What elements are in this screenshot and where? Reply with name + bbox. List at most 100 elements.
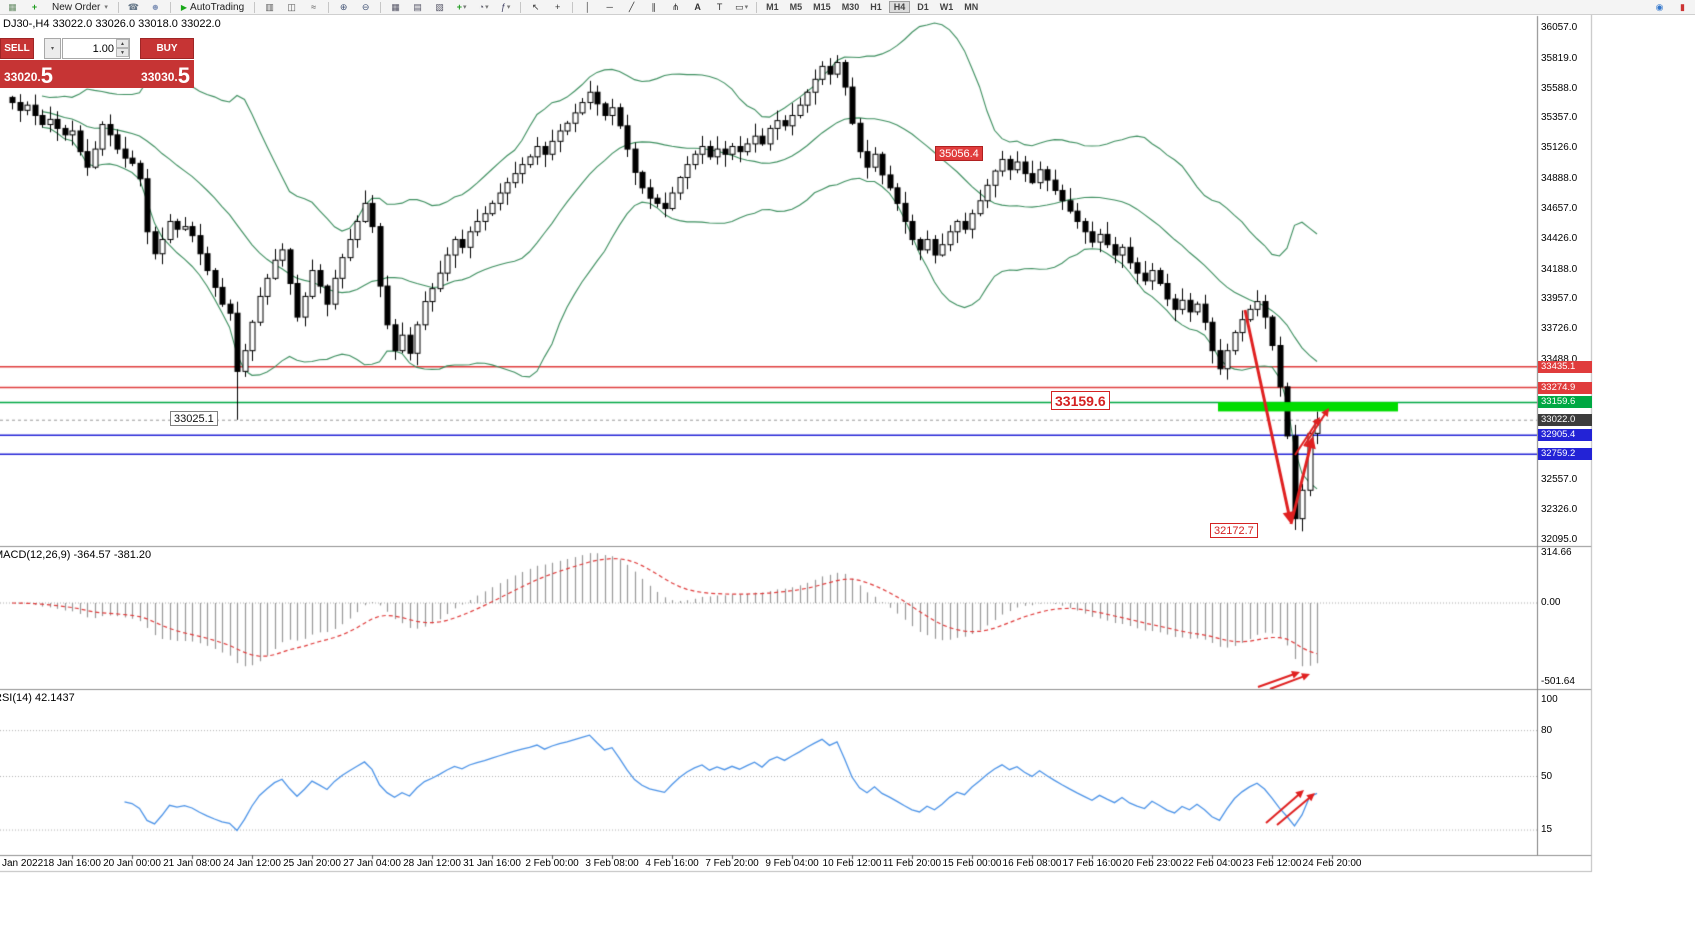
price-level-tag-blue: 32759.2 [1538, 448, 1592, 461]
price-axis-label: 35588.0 [1541, 82, 1578, 94]
toolbar-separator [380, 1, 382, 13]
time-axis-label: 24 Feb 20:00 [1302, 858, 1362, 869]
chevron-down-icon: ▾ [744, 3, 749, 11]
support-chat-icon[interactable]: ☎ [124, 1, 143, 14]
rsi-indicator-label: RSI(14) 42.1437 [0, 692, 75, 704]
autotrading-button[interactable]: ▶ AutoTrading [176, 1, 249, 14]
buy-button[interactable]: BUY [140, 38, 194, 59]
metaquotes-community-icon: ▮ [1680, 1, 1685, 12]
add-chart-icon[interactable]: + ▾ [452, 1, 471, 14]
timeframe-h4[interactable]: H4 [888, 1, 911, 13]
chevron-down-icon: ▾ [104, 4, 108, 11]
cascade-windows-icon[interactable]: ▤ [408, 1, 427, 14]
timeframe-m1[interactable]: M1 [766, 2, 779, 12]
price-annotation-label[interactable]: 35056.4 [935, 146, 983, 161]
bid-price-big-digit: 5 [40, 63, 53, 88]
toolbar-separator [572, 1, 574, 13]
period-profiles-icon[interactable]: ◔ ▾ [474, 1, 493, 14]
templates-icon: ƒ [500, 1, 506, 12]
crosshair-icon[interactable]: + [548, 1, 567, 14]
price-axis-label: 33726.0 [1541, 323, 1578, 335]
timeframe-mn[interactable]: MN [964, 2, 979, 12]
line-chart-icon[interactable]: ≈ [304, 1, 323, 14]
zoom-in-icon[interactable]: ⊕ [334, 1, 353, 14]
price-axis-label: 34426.0 [1541, 232, 1578, 244]
templates-icon[interactable]: ƒ ▾ [496, 1, 515, 14]
timeframe-d1[interactable]: D1 [917, 2, 929, 12]
equidistant-channel-icon[interactable]: ∥ [644, 1, 663, 14]
line-chart-icon: ≈ [311, 1, 317, 12]
time-axis-label: 31 Jan 16:00 [463, 858, 521, 869]
toolbar-separator [328, 1, 330, 13]
toolbar-separator [756, 1, 758, 13]
time-axis-label: 18 Jan 16:00 [43, 858, 101, 869]
crosshair-icon: + [555, 1, 561, 12]
tile-windows-icon[interactable]: ▦ [386, 1, 405, 14]
time-axis-label: 25 Jan 20:00 [283, 858, 341, 869]
horizontal-line-icon[interactable]: ─ [600, 1, 619, 14]
text-icon[interactable]: A [688, 1, 707, 14]
support-chat-icon: ☎ [127, 1, 139, 12]
time-axis-label: 3 Feb 08:00 [585, 858, 639, 869]
equidistant-channel-icon: ∥ [651, 1, 656, 12]
trendline-icon[interactable]: ╱ [622, 1, 641, 14]
search-icon: ◉ [1655, 1, 1664, 12]
ask-price: 33030. 5 [137, 60, 194, 88]
time-axis-label: 11 Feb 20:00 [882, 858, 942, 869]
price-annotation-label[interactable]: 33025.1 [170, 411, 218, 426]
new-order-button[interactable]: New Order ▾ [47, 1, 113, 14]
toolbar-separator [169, 1, 171, 13]
price-level-tag-blue: 32905.4 [1538, 429, 1592, 442]
timeframe-h1[interactable]: H1 [870, 2, 882, 12]
text-label-icon[interactable]: T [710, 1, 729, 14]
arrange-windows-icon: ▧ [435, 1, 444, 12]
fibonacci-icon[interactable]: ⋔ [666, 1, 685, 14]
profile-icon[interactable]: ☻ [146, 1, 165, 14]
chevron-down-icon: ▾ [506, 3, 511, 11]
candlestick-chart-icon[interactable]: ◫ [282, 1, 301, 14]
price-axis-label: 35819.0 [1541, 52, 1578, 64]
cursor-icon[interactable]: ↖ [526, 1, 545, 14]
bar-chart-icon[interactable]: ▥ [260, 1, 279, 14]
time-axis-label: Jan 2022 [2, 858, 44, 869]
chart-window-icon[interactable]: ▦ [3, 1, 22, 14]
fibonacci-icon: ⋔ [671, 1, 680, 12]
price-axis-label: 35357.0 [1541, 112, 1578, 124]
sell-button[interactable]: SELL [0, 38, 34, 59]
price-axis-label: 32326.0 [1541, 504, 1578, 516]
new-chart-icon[interactable]: + [25, 1, 44, 14]
arrows-shapes-icon[interactable]: ▭ ▾ [732, 1, 751, 14]
tile-windows-icon: ▦ [391, 1, 400, 12]
price-level-tag-red: 33435.1 [1538, 360, 1592, 373]
volume-input[interactable] [63, 39, 116, 58]
arrange-windows-icon[interactable]: ▧ [430, 1, 449, 14]
new-order-button-label: New Order [52, 1, 101, 13]
ask-price-big-digit: 5 [177, 63, 190, 88]
timeframe-m30[interactable]: M30 [841, 2, 860, 12]
autotrading-button-icon: ▶ [180, 2, 188, 12]
price-axis-label: 32095.0 [1541, 534, 1578, 545]
price-axis-label: 36057.0 [1541, 22, 1578, 33]
text-icon: A [694, 1, 701, 12]
vertical-line-icon[interactable]: │ [578, 1, 597, 14]
metaquotes-community-icon[interactable]: ▮ [1673, 1, 1692, 14]
volume-increase-button[interactable]: ▲ [116, 39, 129, 48]
toolbar-separator [117, 1, 119, 13]
price-annotation-label[interactable]: 32172.7 [1210, 523, 1258, 538]
search-icon[interactable]: ◉ [1650, 1, 1669, 14]
timeframe-w1[interactable]: W1 [939, 2, 954, 12]
volume-field: ▲ ▼ [62, 38, 130, 59]
timeframe-m15[interactable]: M15 [813, 2, 831, 12]
bid-price: 33020. 5 [0, 60, 57, 88]
price-axis-label: 32557.0 [1541, 474, 1578, 486]
candlestick-chart-icon: ◫ [287, 1, 296, 12]
time-axis-label: 10 Feb 12:00 [822, 858, 882, 869]
time-axis-label: 16 Feb 08:00 [1002, 858, 1062, 869]
time-axis-label: 28 Jan 12:00 [403, 858, 461, 869]
zoom-out-icon[interactable]: ⊖ [356, 1, 375, 14]
price-annotation-label[interactable]: 33159.6 [1051, 391, 1110, 410]
volume-decrease-button[interactable]: ▼ [116, 48, 129, 57]
timeframe-m5[interactable]: M5 [789, 2, 803, 12]
volume-dropdown-button[interactable]: ▾ [44, 38, 61, 59]
